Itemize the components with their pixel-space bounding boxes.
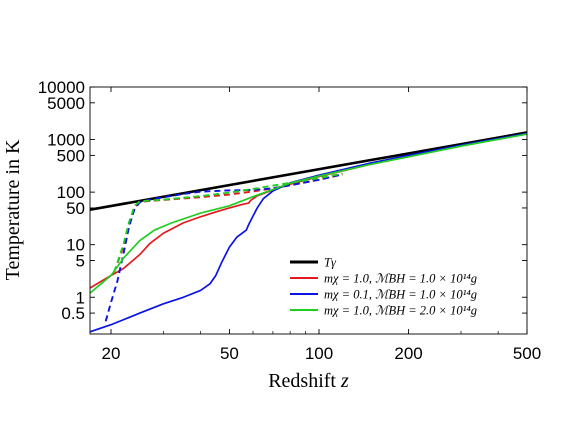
- series-line-3: [90, 132, 527, 333]
- legend: Tγ mχ = 1.0, ℳBH = 1.0 × 10¹⁴g mχ = 0.1, ℳ…: [290, 256, 477, 318]
- ticks-layer: 20 50 100 200 5000.5151050100500100050001000…: [38, 78, 541, 363]
- series-line-5: [90, 133, 527, 294]
- series-line-0: [90, 131, 527, 211]
- x-tick-label: 100: [305, 344, 333, 363]
- y-tick-label: 500: [57, 146, 85, 165]
- legend-label: mχ = 0.1, ℳBH = 1.0 × 10¹⁴g: [324, 288, 477, 302]
- x-axis-title: Redshift z: [268, 370, 349, 392]
- y-tick-label: 5000: [47, 94, 85, 113]
- legend-label: Tγ: [324, 256, 337, 270]
- legend-label: mχ = 1.0, ℳBH = 1.0 × 10¹⁴g: [324, 272, 477, 286]
- y-tick-label: 10: [66, 236, 85, 255]
- y-tick-label: 50: [66, 199, 85, 218]
- series-layer: [90, 131, 527, 333]
- plot-frame: [89, 86, 528, 335]
- y-tick-label: 100: [57, 183, 85, 202]
- y-axis-title: Temperature in K: [2, 139, 24, 280]
- legend-label: mχ = 1.0, ℳBH = 2.0 × 10¹⁴g: [324, 304, 477, 318]
- x-tick-label: 50: [220, 344, 239, 363]
- y-tick-label: 1000: [47, 131, 85, 150]
- y-tick-label: 5: [76, 252, 85, 271]
- y-tick-label: 0.5: [61, 304, 85, 323]
- y-tick-label: 1: [76, 288, 85, 307]
- x-axis-title-word: Redshift: [268, 370, 341, 392]
- x-tick-label: 200: [394, 344, 422, 363]
- y-tick-label: 10000: [38, 78, 85, 97]
- x-axis-title-var: z: [340, 370, 349, 392]
- series-line-6: [113, 172, 343, 273]
- x-tick-label: 500: [513, 344, 541, 363]
- x-tick-label: 20: [102, 344, 121, 363]
